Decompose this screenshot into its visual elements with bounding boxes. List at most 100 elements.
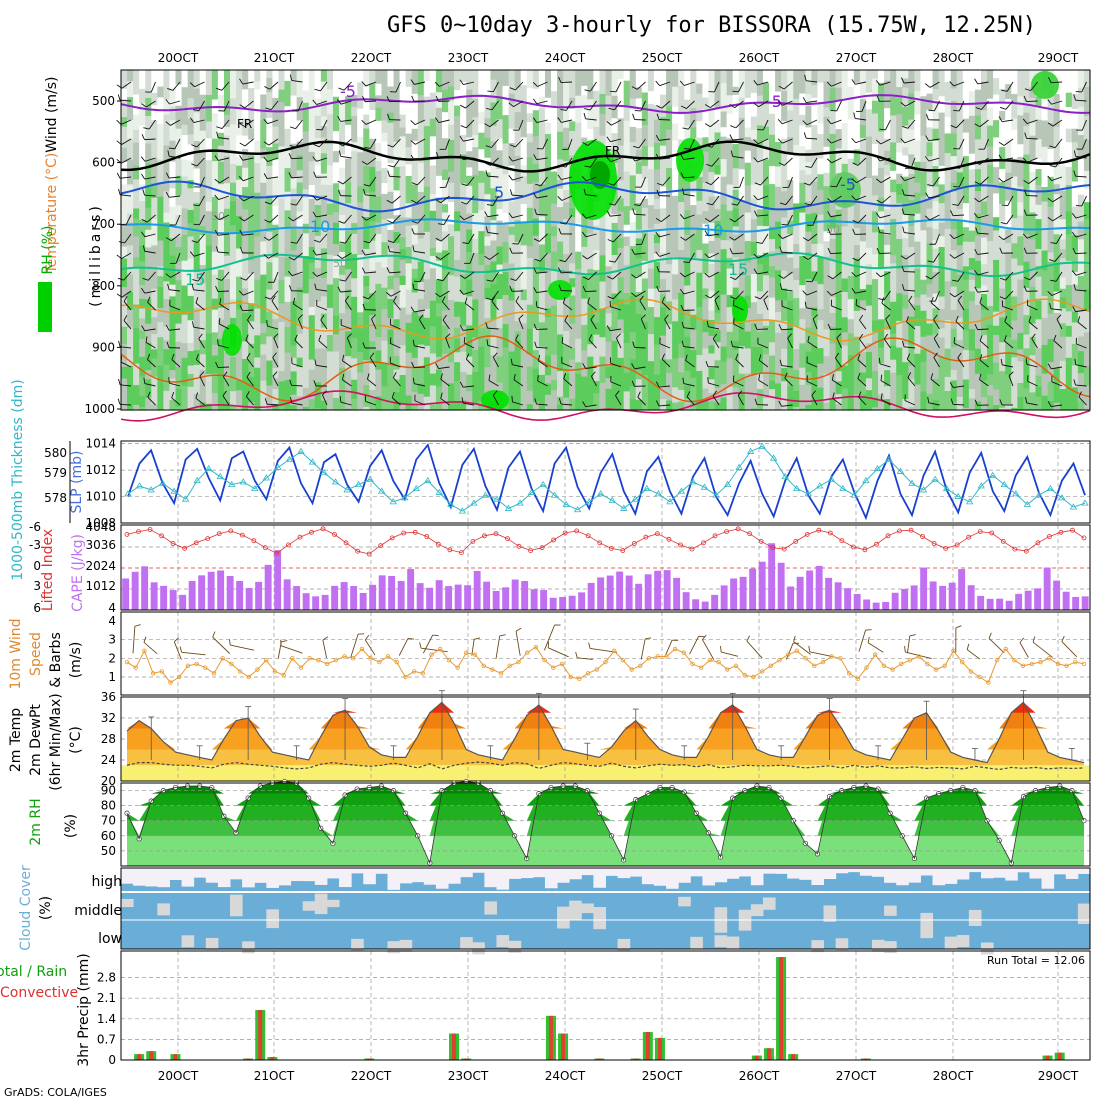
thickness-marker	[539, 480, 547, 488]
rh-shade-cell	[1023, 348, 1031, 361]
wind-barb-flag	[957, 352, 962, 359]
wind-barb-flag	[631, 380, 635, 387]
rh-shade-cell	[544, 253, 552, 274]
rh-shade-cell	[968, 115, 976, 137]
thickness-marker	[908, 479, 916, 486]
wind-barb	[881, 195, 891, 204]
rh-shade-cell	[944, 203, 952, 230]
li-marker	[216, 531, 222, 537]
rh-shade-cell	[714, 360, 722, 380]
rh-shade-cell	[472, 299, 479, 327]
rh-shade-cell	[1017, 236, 1024, 267]
upper-air-frame	[120, 69, 1091, 411]
rh-shade-cell	[690, 192, 697, 206]
wind-barb-flag	[1071, 213, 1077, 219]
wind-barb	[1053, 340, 1063, 349]
wind-barb	[855, 271, 867, 277]
rh-shade-cell	[369, 398, 376, 411]
rh-shade-cell	[278, 381, 286, 407]
wind-barb-flag	[686, 391, 691, 398]
rh-shade-cell	[787, 208, 794, 222]
wind-barb	[806, 362, 818, 368]
rh-shade-cell	[326, 215, 334, 227]
rh-shade-cell	[1071, 70, 1079, 95]
li-marker	[758, 539, 764, 544]
rh-shade-cell	[980, 121, 988, 150]
rh-shade-cell	[950, 346, 958, 371]
cape-bar	[948, 582, 956, 610]
rh-shade-cell	[435, 151, 443, 177]
wind-barb	[144, 176, 156, 180]
rh-shade-cell	[660, 117, 667, 147]
rh-shade-cell	[175, 136, 183, 149]
rh-shade-cell	[944, 70, 952, 83]
rh-shade-cell	[793, 391, 800, 408]
wind-barb	[561, 342, 573, 349]
rh-shade-cell	[974, 348, 982, 375]
rh-shade-cell	[581, 85, 588, 96]
wind-barb-flag	[859, 333, 864, 340]
rh-shade-cell	[357, 152, 364, 172]
rh-shade-cell	[121, 126, 128, 149]
rh-shade-cell	[647, 169, 655, 193]
wind-barb	[905, 651, 932, 659]
rh-shade-cell	[865, 109, 873, 138]
rh-shade-cell	[653, 89, 661, 106]
wind-barb	[634, 366, 646, 370]
rh-shade-cell	[339, 154, 346, 169]
wind-barb	[244, 214, 254, 222]
rh-shade-cell	[1005, 337, 1012, 354]
cape-bar	[616, 571, 624, 610]
rh-shade-cell	[1059, 308, 1067, 324]
rh-shade-cell	[678, 262, 685, 294]
rh-shade-cell	[920, 70, 928, 97]
wind-barb-flag	[508, 212, 513, 219]
thickness-marker	[735, 463, 743, 470]
rh-shade-cell	[787, 291, 794, 302]
li-marker	[678, 542, 683, 548]
wind-barb	[120, 119, 132, 125]
wind-barb-flag	[320, 314, 325, 321]
rh-shade-cell	[708, 393, 716, 402]
rh-shade-cell	[884, 244, 891, 272]
wind-barb	[320, 81, 328, 92]
rh-shade-cell	[1077, 239, 1085, 252]
wind-barb	[272, 357, 279, 368]
rh-shade-cell	[750, 92, 758, 108]
wind-barb	[463, 402, 475, 406]
rh-shade-cell	[1059, 239, 1067, 250]
rh-shade-cell	[411, 140, 419, 162]
rh-shade-cell	[769, 210, 776, 228]
rh-shade-cell	[920, 349, 928, 363]
wind-barb	[614, 195, 622, 206]
wind-barb-flag	[827, 228, 831, 235]
rh-shade-cell	[363, 238, 370, 250]
wind-barb	[390, 362, 401, 368]
rh-shade-cell	[835, 381, 843, 395]
rh-shade-cell	[756, 255, 764, 265]
rh-shade-cell	[902, 399, 909, 411]
wind-barb-flag	[294, 334, 298, 341]
rh-shade-cell	[732, 70, 740, 88]
wind-barb-flag	[322, 636, 329, 641]
rh-shade-cell	[744, 150, 752, 164]
rh-shade-cell	[950, 169, 958, 184]
rh-shade-cell	[1083, 70, 1091, 88]
li-marker	[954, 542, 960, 548]
rh-shade-cell	[1017, 215, 1024, 237]
li-marker	[309, 529, 314, 535]
rh-shade-cell	[441, 150, 449, 171]
rh-shade-cell	[926, 156, 934, 177]
rh-shade-cell	[660, 252, 667, 280]
wind-barb-flag	[705, 144, 712, 148]
li-marker	[724, 529, 729, 534]
rh-shade-cell	[448, 362, 455, 384]
wind-barb	[463, 81, 475, 86]
wind-barb-flag	[852, 228, 856, 235]
rh-shade-cell	[1029, 171, 1037, 186]
rh-shade-cell	[357, 136, 364, 153]
rh-shade-cell	[272, 327, 280, 340]
rh-shade-cell	[320, 70, 328, 83]
rh-shade-cell	[302, 197, 310, 225]
cape-bar	[844, 588, 852, 610]
